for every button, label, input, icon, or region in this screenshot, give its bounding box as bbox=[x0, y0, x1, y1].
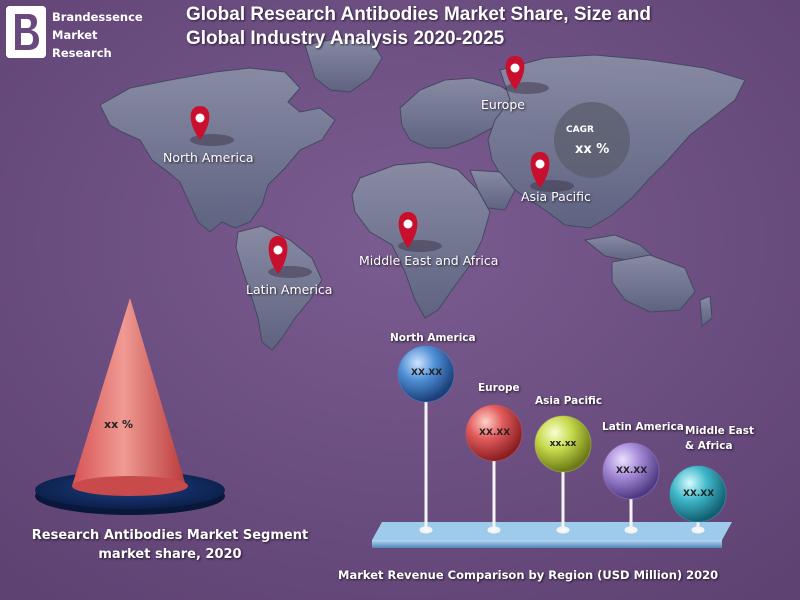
region-ball-europe bbox=[465, 404, 523, 462]
map-label-middle-east-africa: Middle East and Africa bbox=[359, 253, 499, 268]
south-america-landmass bbox=[235, 225, 323, 351]
map-pin-europe bbox=[505, 56, 549, 94]
cone-bottom bbox=[72, 476, 188, 496]
greenland-landmass bbox=[304, 37, 383, 93]
ball-stem-foot-europe bbox=[487, 526, 501, 534]
title-line1: Global Research Antibodies Market Share,… bbox=[186, 4, 651, 25]
cone-shape bbox=[72, 298, 186, 495]
ball-label-mea-line2: & Africa bbox=[685, 440, 733, 452]
north-america-landmass bbox=[99, 67, 336, 233]
map-pin-middle-east-africa bbox=[398, 212, 442, 252]
ball-stems bbox=[419, 402, 705, 534]
map-label-asia-pacific: Asia Pacific bbox=[521, 189, 591, 204]
ball-stem-foot-north-america bbox=[419, 526, 433, 534]
region-ball-latin-america bbox=[602, 442, 660, 500]
map-label-latin-america: Latin America bbox=[246, 282, 333, 297]
arabia-landmass bbox=[469, 169, 516, 211]
segment-caption: Research Antibodies Market Segment marke… bbox=[30, 526, 310, 564]
segment-caption-line2: market share, 2020 bbox=[98, 547, 242, 562]
ball-value-middle-east-africa: XX.XX bbox=[683, 489, 715, 499]
ball-stem-foot-asia-pacific bbox=[556, 526, 570, 534]
ball-label-europe: Europe bbox=[478, 382, 520, 394]
new-zealand-landmass bbox=[699, 295, 713, 327]
region-balls bbox=[397, 345, 727, 523]
ball-stem-foot-middle-east-africa bbox=[691, 526, 705, 534]
ball-label-asia-pacific: Asia Pacific bbox=[535, 395, 603, 407]
region-ball-asia-pacific bbox=[534, 415, 592, 473]
brand-logo-mark bbox=[6, 6, 46, 58]
cagr-value: xx % bbox=[575, 142, 610, 157]
segment-cone-chart bbox=[35, 298, 225, 515]
ball-value-north-america: XX.XX bbox=[411, 368, 443, 378]
ball-stem-foot-latin-america bbox=[624, 526, 638, 534]
cagr-label: CAGR bbox=[566, 125, 594, 135]
ball-value-latin-america: XX.XX bbox=[616, 466, 648, 476]
map-pin-north-america bbox=[190, 106, 234, 146]
ball-label-middle-east-africa: Middle East & Africa bbox=[685, 424, 754, 454]
segment-caption-line1: Research Antibodies Market Segment bbox=[31, 528, 309, 543]
page-title: Global Research Antibodies Market Share,… bbox=[186, 3, 706, 51]
ball-label-mea-line1: Middle East bbox=[685, 425, 754, 437]
ball-value-asia-pacific: xx.xx bbox=[549, 439, 577, 449]
ball-pedestal bbox=[372, 522, 732, 548]
map-pin-latin-america bbox=[268, 236, 312, 278]
region-ball-middle-east-africa bbox=[669, 465, 727, 523]
ball-label-latin-america: Latin America bbox=[602, 421, 684, 433]
map-label-europe: Europe bbox=[481, 97, 525, 112]
cone-value: xx % bbox=[104, 418, 134, 431]
brand-name-line2: Market bbox=[52, 28, 98, 42]
ball-label-north-america: North America bbox=[390, 332, 476, 344]
brand-name-line1: Brandessence bbox=[52, 10, 143, 24]
africa-landmass bbox=[351, 161, 491, 319]
ball-value-europe: XX.XX bbox=[479, 428, 511, 438]
region-comparison-caption: Market Revenue Comparison by Region (USD… bbox=[338, 568, 719, 582]
map-pin-asia-pacific bbox=[530, 152, 574, 192]
brand-name: Brandessence Market Research bbox=[52, 8, 143, 62]
logo-b-glyph bbox=[6, 6, 46, 58]
australia-landmass bbox=[611, 254, 696, 313]
title-line2: Global Industry Analysis 2020-2025 bbox=[186, 28, 505, 49]
map-label-north-america: North America bbox=[163, 150, 254, 165]
brand-logo: Brandessence Market Research bbox=[6, 6, 143, 62]
cagr-circle bbox=[554, 102, 630, 178]
brand-name-line3: Research bbox=[52, 46, 112, 60]
region-ball-north-america bbox=[397, 345, 455, 403]
